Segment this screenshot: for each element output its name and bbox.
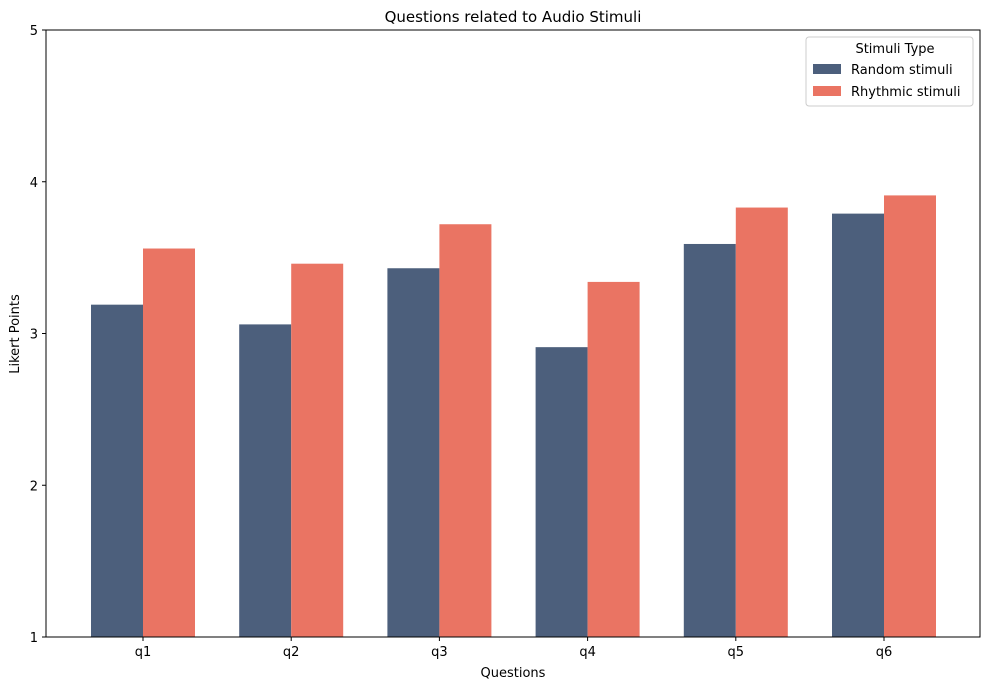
- bar-q5-rhythmic: [735, 207, 788, 638]
- x-axis: q1 q2 q3 q4 q5 q6: [135, 637, 893, 660]
- bar-q6-rhythmic: [884, 195, 936, 637]
- bar-q3-rhythmic: [439, 224, 492, 638]
- bar-q5-random: [683, 243, 736, 637]
- x-tick-label-q1: q1: [135, 645, 152, 660]
- bar-q3-random: [387, 268, 440, 637]
- bar-q2-rhythmic: [291, 263, 344, 637]
- y-tick-label-4: 4: [30, 176, 38, 191]
- bar-q1-rhythmic: [143, 248, 195, 637]
- x-tick-label-q6: q6: [876, 645, 893, 660]
- x-tick-label-q5: q5: [728, 645, 745, 660]
- y-axis-label: Likert Points: [8, 294, 23, 374]
- bar-q6-random: [832, 213, 884, 637]
- legend-title: Stimuli Type: [855, 42, 934, 57]
- bar-q2-random: [239, 324, 292, 637]
- legend-label-random: Random stimuli: [851, 63, 953, 78]
- y-tick-label-1: 1: [30, 631, 38, 646]
- x-tick-label-q4: q4: [579, 645, 596, 660]
- x-axis-label: Questions: [481, 666, 546, 681]
- legend: Stimuli Type Random stimuli Rhythmic sti…: [805, 36, 974, 107]
- bar-q1-random: [91, 304, 143, 637]
- bars-group: [91, 195, 936, 638]
- bar-q4-rhythmic: [587, 281, 640, 637]
- y-tick-label-5: 5: [30, 24, 38, 39]
- legend-label-rhythmic: Rhythmic stimuli: [851, 85, 960, 100]
- chart-title: Questions related to Audio Stimuli: [385, 8, 642, 26]
- x-tick-label-q3: q3: [431, 645, 448, 660]
- y-tick-label-2: 2: [30, 479, 38, 494]
- y-tick-label-3: 3: [30, 328, 38, 343]
- bar-q4-random: [535, 347, 588, 637]
- legend-swatch-rhythmic: [813, 86, 841, 96]
- y-axis: 1 2 3 4 5: [30, 24, 46, 646]
- legend-box: [805, 36, 974, 107]
- legend-swatch-random: [813, 64, 841, 74]
- x-tick-label-q2: q2: [283, 645, 300, 660]
